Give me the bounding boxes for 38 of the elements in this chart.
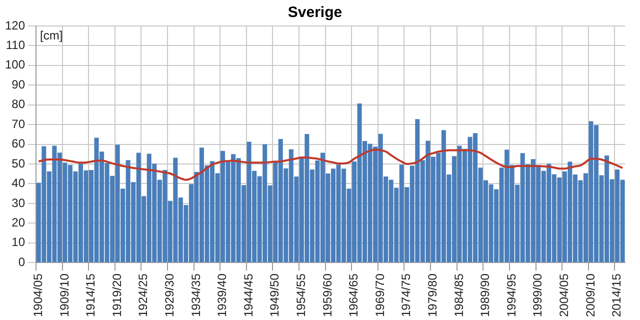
x-tick-label: 1944/45 xyxy=(241,273,256,318)
y-tick-label: 50 xyxy=(12,156,26,170)
y-tick-label: 100 xyxy=(4,58,26,72)
y-tick-label: 20 xyxy=(12,216,26,230)
y-tick-label: 60 xyxy=(12,136,26,151)
y-tick-label: 30 xyxy=(12,196,26,210)
x-tick-label: 1974/75 xyxy=(399,273,414,318)
x-tick-label: 1999/00 xyxy=(530,273,545,318)
x-tick-label: 1979/80 xyxy=(425,273,440,318)
y-tick-label: 110 xyxy=(6,38,26,52)
x-tick-label: 1989/90 xyxy=(478,273,492,318)
x-tick-label: 2014/15 xyxy=(610,273,624,318)
x-tick-label: 1994/95 xyxy=(504,273,518,318)
x-tick-label: 2009/10 xyxy=(583,273,598,318)
y-tick-label: 40 xyxy=(12,176,26,190)
x-tick-label: 1984/85 xyxy=(452,273,466,318)
x-tick-label: 1904/05 xyxy=(30,273,45,318)
y-tick-label: 0 xyxy=(18,254,26,269)
x-tick-label: 1909/10 xyxy=(57,273,72,318)
x-tick-label: 1969/70 xyxy=(372,273,387,318)
x-tick-label: 1964/65 xyxy=(346,273,361,318)
y-tick-label: 70 xyxy=(12,116,26,131)
y-tick-label: 10 xyxy=(12,235,26,250)
x-tick-label: 1939/40 xyxy=(215,273,230,318)
x-tick-label: 1929/30 xyxy=(162,273,176,318)
x-tick-label: 1924/25 xyxy=(136,273,150,318)
x-tick-label: 2004/05 xyxy=(556,273,571,318)
x-tick-label: 1949/50 xyxy=(268,273,282,318)
y-tick-label: 80 xyxy=(12,97,26,112)
y-tick-label: 120 xyxy=(4,18,26,32)
x-tick-label: 1959/60 xyxy=(320,273,334,318)
chart-title: Sverige xyxy=(288,4,342,22)
x-tick-label: 1919/20 xyxy=(110,273,124,318)
annotation: [cm] xyxy=(40,28,63,42)
x-tick-label: 1914/15 xyxy=(84,273,98,318)
y-tick-label: 90 xyxy=(12,77,26,92)
x-tick-label: 1954/55 xyxy=(294,273,308,318)
x-tick-label: 1934/35 xyxy=(188,273,203,318)
